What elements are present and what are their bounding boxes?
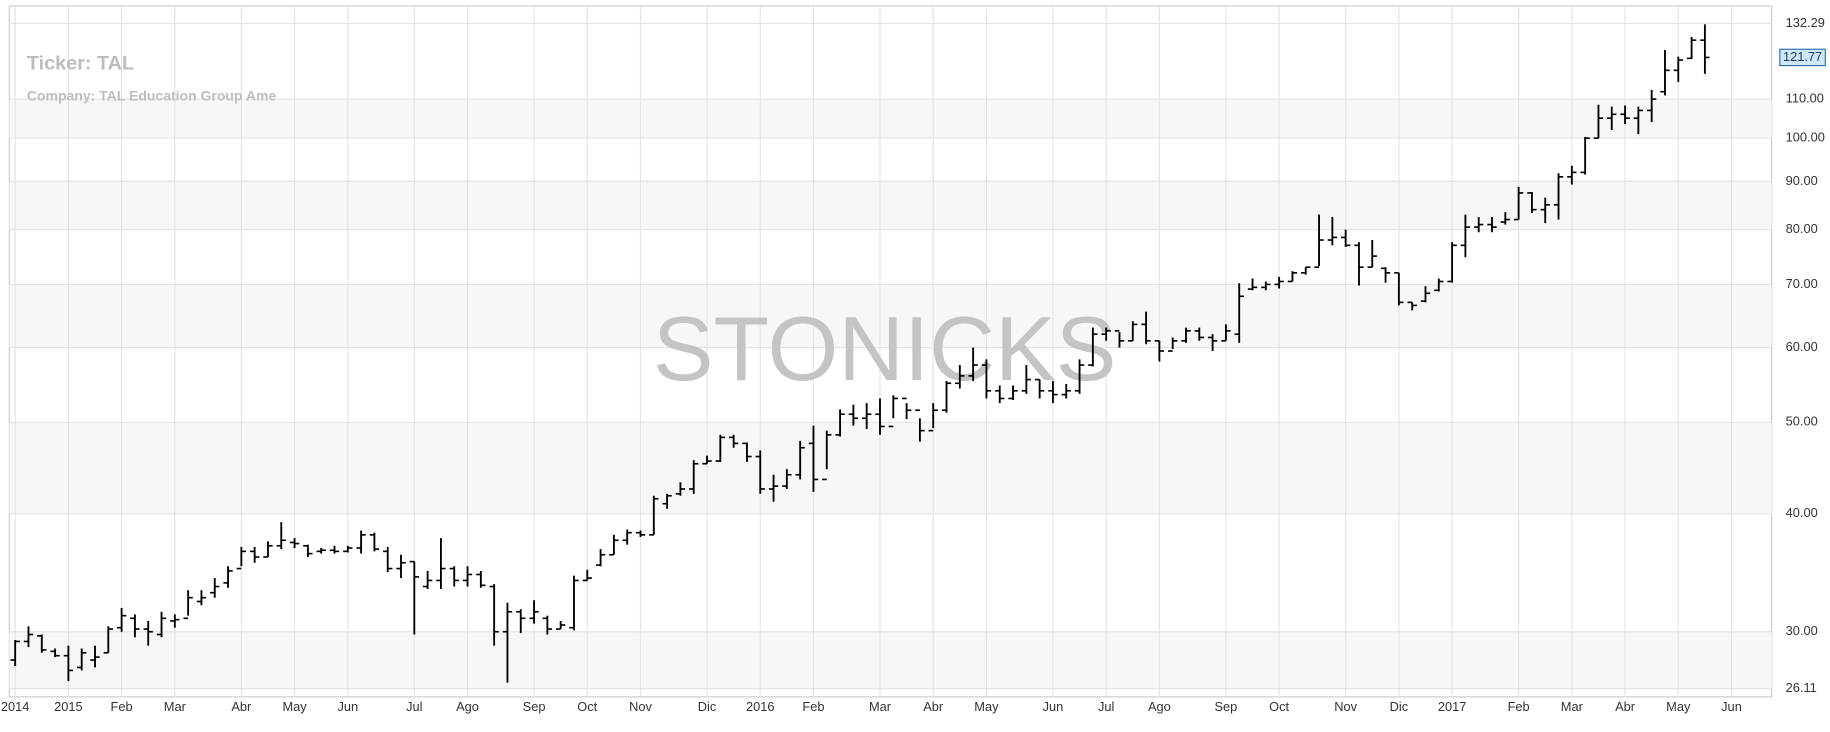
y-tick-label: 100.00 — [1786, 130, 1825, 145]
grid-band — [9, 422, 1772, 514]
y-tick-label: 40.00 — [1786, 505, 1818, 520]
x-tick-label: Oct — [1269, 699, 1289, 714]
x-tick-label: 2017 — [1438, 699, 1467, 714]
x-tick-label: 2014 — [1, 699, 30, 714]
x-tick-label: Abr — [231, 699, 252, 714]
x-tick-label: Ago — [456, 699, 479, 714]
last-price-label: 121.77 — [1783, 49, 1822, 64]
x-tick-label: Mar — [1561, 699, 1584, 714]
x-tick-label: Dic — [698, 699, 717, 714]
x-tick-label: Mar — [869, 699, 892, 714]
y-tick-label: 90.00 — [1786, 173, 1818, 188]
ticker-title: Ticker: TAL — [27, 53, 134, 75]
x-tick-label: Jun — [1043, 699, 1064, 714]
x-tick-label: Jun — [1721, 699, 1742, 714]
x-tick-label: Jul — [406, 699, 422, 714]
x-tick-label: Abr — [923, 699, 944, 714]
grid-band — [9, 284, 1772, 348]
y-tick-label: 26.11 — [1786, 680, 1817, 695]
x-tick-label: May — [282, 699, 307, 714]
x-tick-label: Feb — [111, 699, 133, 714]
y-tick-label: 110.00 — [1786, 90, 1824, 105]
y-tick-label: 30.00 — [1786, 623, 1818, 638]
x-tick-label: 2015 — [54, 699, 83, 714]
x-tick-label: May — [1666, 699, 1691, 714]
y-tick-label: 80.00 — [1786, 221, 1818, 236]
x-tick-label: Feb — [1508, 699, 1530, 714]
x-tick-label: May — [974, 699, 999, 714]
grid-band — [9, 99, 1772, 139]
x-tick-label: 2016 — [746, 699, 775, 714]
x-tick-label: Jun — [337, 699, 358, 714]
y-tick-label: 70.00 — [1786, 276, 1818, 291]
x-tick-label: Ago — [1148, 699, 1171, 714]
x-tick-label: Nov — [629, 699, 652, 714]
y-tick-label: 132.29 — [1786, 15, 1825, 30]
watermark: STONICKS — [653, 299, 1117, 400]
grid-band — [9, 631, 1772, 689]
x-tick-label: Oct — [577, 699, 597, 714]
x-tick-label: Sep — [1214, 699, 1237, 714]
y-tick-label: 50.00 — [1786, 414, 1818, 429]
x-tick-label: Abr — [1615, 699, 1636, 714]
company-subtitle: Company: TAL Education Group Ame — [27, 88, 277, 104]
grid-band — [9, 181, 1772, 230]
x-tick-label: Dic — [1390, 699, 1409, 714]
x-tick-label: Nov — [1334, 699, 1357, 714]
y-tick-label: 60.00 — [1786, 339, 1818, 354]
last-price-box — [1779, 48, 1826, 67]
x-tick-label: Sep — [523, 699, 546, 714]
x-tick-label: Mar — [164, 699, 187, 714]
x-tick-label: Feb — [802, 699, 824, 714]
x-tick-label: Jul — [1098, 699, 1114, 714]
